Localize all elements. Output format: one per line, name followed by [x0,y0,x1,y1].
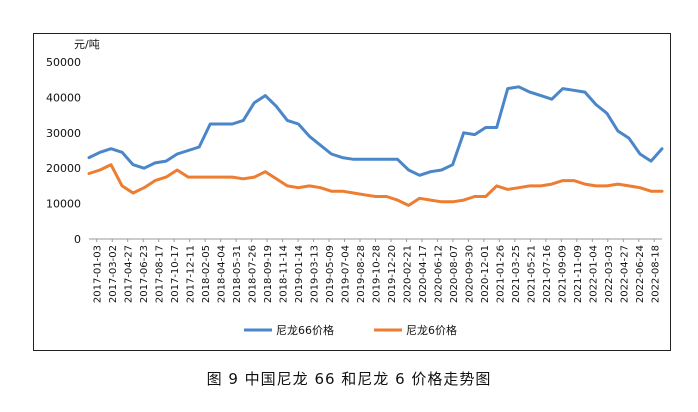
x-tick-label: 2017-04-27 [124,245,135,303]
line-chart: 元/吨 0 10000 20000 30000 40000 50000 2017-01-0… [46,38,664,337]
x-tick-label: 2018-11-14 [279,245,290,303]
x-tick-label: 2020-12-01 [480,245,491,303]
legend-label-1: 尼龙66价格 [276,323,334,337]
series-line-2 [87,163,664,207]
y-tick-label: 40000 [46,91,81,104]
x-tick-label: 2022-01-04 [588,245,599,303]
x-tick-label: 2019-05-09 [325,245,336,303]
x-tick-label: 2020-08-07 [449,245,460,303]
x-tick-label: 2017-10-17 [170,245,181,303]
x-tick-label: 2021-01-26 [495,245,506,303]
y-axis-label: 元/吨 [74,38,100,51]
series-group [87,85,664,207]
x-tick-label: 2017-12-11 [186,245,197,303]
x-tick-label: 2017-06-23 [139,245,150,303]
x-tick-label: 2021-11-09 [573,245,584,303]
x-tick-label: 2018-09-19 [263,245,274,303]
x-tick-label: 2021-07-16 [542,245,553,303]
x-tick-label: 2021-05-21 [526,245,537,303]
x-tick-label: 2018-05-31 [232,245,243,303]
series-line-1 [87,85,664,177]
y-tick-label: 30000 [46,127,81,140]
x-tick-label: 2019-10-28 [372,245,383,303]
y-tick-label: 10000 [46,198,81,211]
y-tick-label: 20000 [46,162,81,175]
y-tick-label: 50000 [46,56,81,69]
x-tick-label: 2020-02-21 [402,245,413,303]
x-tick-label: 2019-12-20 [387,245,398,303]
x-tick-label: 2022-06-24 [635,245,646,303]
figure-caption: 图 9 中国尼龙 66 和尼龙 6 价格走势图 [206,370,492,388]
x-tick-label: 2017-08-17 [155,245,166,303]
x-tick-label: 2018-02-05 [201,245,212,303]
x-tick-label: 2019-07-04 [341,245,352,303]
y-tick-label: 0 [74,233,81,246]
x-tick-label: 2017-01-03 [93,245,104,303]
x-tick-label: 2019-08-28 [356,245,367,303]
x-tick-label: 2018-07-26 [248,245,259,303]
x-axis: 2017-01-03 2017-03-02 2017-04-27 2017-06-23… [89,238,662,303]
x-tick-label: 2022-04-27 [619,245,630,303]
x-tick-label: 2021-09-09 [557,245,568,303]
x-tick-label: 2020-04-17 [418,245,429,303]
y-axis: 0 10000 20000 30000 40000 50000 [46,56,81,246]
legend-label-2: 尼龙6价格 [406,323,457,337]
x-tick-label: 2019-01-14 [294,245,305,303]
x-tick-label: 2022-03-03 [604,245,615,303]
legend: 尼龙66价格 尼龙6价格 [244,323,457,337]
x-tick-label: 2022-08-18 [650,245,661,303]
x-tick-label: 2018-04-04 [217,245,228,303]
x-tick-label: 2020-09-30 [464,245,475,303]
chart-frame: 元/吨 0 10000 20000 30000 40000 50000 2017-01-0… [33,33,671,351]
x-tick-label: 2017-03-02 [108,245,119,303]
x-tick-label: 2019-03-13 [310,245,321,303]
x-tick-label: 2020-06-12 [433,245,444,303]
x-tick-label: 2021-03-25 [511,245,522,303]
